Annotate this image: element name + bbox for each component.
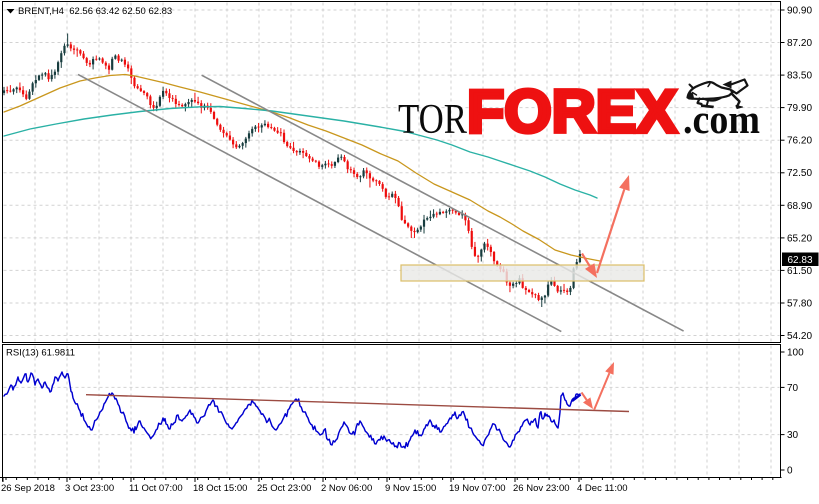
svg-text:9 Nov 15:00: 9 Nov 15:00 <box>385 483 436 494</box>
svg-text:RSI(13) 61.9811: RSI(13) 61.9811 <box>6 348 75 359</box>
svg-text:54.20: 54.20 <box>787 331 812 342</box>
svg-text:70: 70 <box>787 383 799 394</box>
svg-text:2 Nov 06:00: 2 Nov 06:00 <box>321 483 372 494</box>
svg-text:0: 0 <box>787 466 793 477</box>
svg-text:FOREX: FOREX <box>467 78 677 145</box>
svg-text:65.20: 65.20 <box>787 233 812 244</box>
svg-text:18 Oct 15:00: 18 Oct 15:00 <box>193 483 247 494</box>
svg-text:19 Nov 07:00: 19 Nov 07:00 <box>449 483 506 494</box>
svg-text:30: 30 <box>787 430 799 441</box>
svg-text:83.50: 83.50 <box>787 71 812 82</box>
svg-text:57.80: 57.80 <box>787 299 812 310</box>
svg-text:BRENT,H4 62.56 63.42 62.50 62: BRENT,H4 62.56 63.42 62.50 62.83 <box>18 6 172 17</box>
svg-text:61.50: 61.50 <box>787 266 812 277</box>
svg-text:62.83: 62.83 <box>787 255 812 266</box>
svg-text:100: 100 <box>787 348 804 359</box>
svg-text:.com: .com <box>683 96 760 142</box>
svg-text:79.90: 79.90 <box>787 103 812 114</box>
svg-text:26 Sep 2018: 26 Sep 2018 <box>1 483 55 494</box>
svg-text:25 Oct 23:00: 25 Oct 23:00 <box>257 483 311 494</box>
svg-text:90.90: 90.90 <box>787 6 812 17</box>
svg-text:11 Oct 07:00: 11 Oct 07:00 <box>129 483 183 494</box>
svg-text:26 Nov 23:00: 26 Nov 23:00 <box>513 483 570 494</box>
svg-text:87.20: 87.20 <box>787 38 812 49</box>
svg-text:4 Dec 11:00: 4 Dec 11:00 <box>577 483 628 494</box>
svg-text:72.50: 72.50 <box>787 168 812 179</box>
svg-text:3 Oct 23:00: 3 Oct 23:00 <box>65 483 114 494</box>
svg-text:68.90: 68.90 <box>787 201 812 212</box>
svg-text:76.20: 76.20 <box>787 136 812 147</box>
svg-text:TOR: TOR <box>398 97 467 143</box>
